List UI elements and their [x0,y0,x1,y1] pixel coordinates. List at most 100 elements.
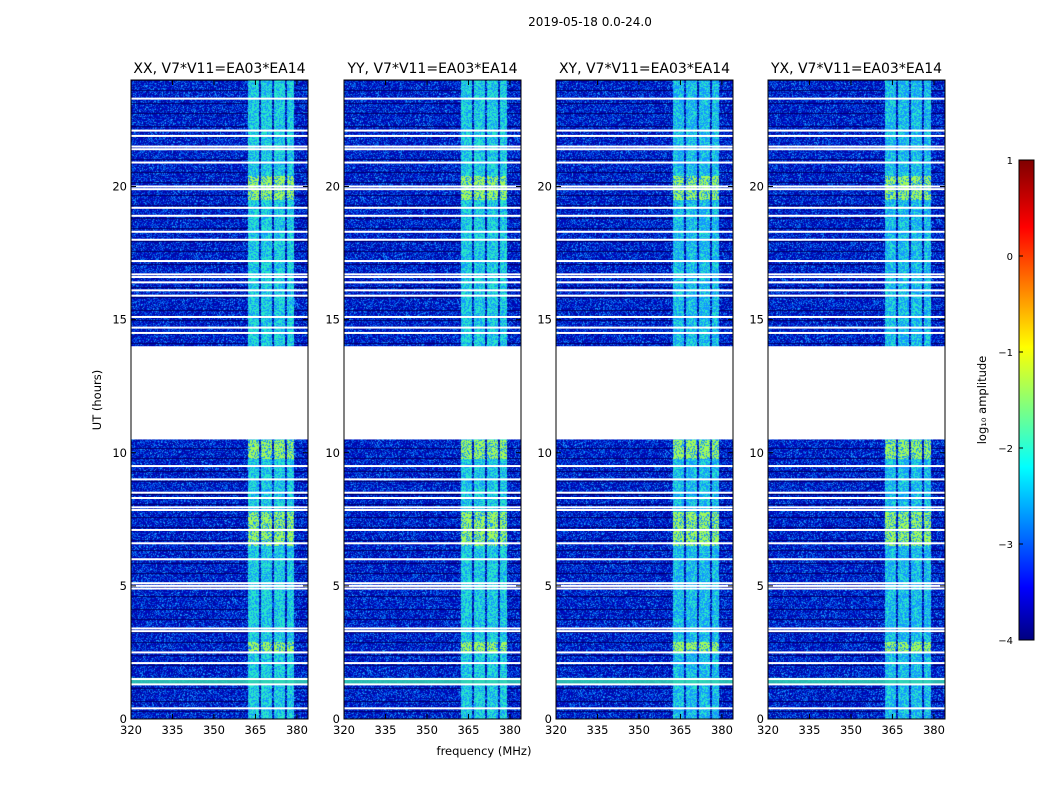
flagged-row [556,478,733,481]
colorbar: −4 −3 −2 −1 0 1 log₁₀ amplitude [975,156,1035,647]
flagged-row [131,651,308,654]
flagged-row [131,587,308,590]
flagged-row [344,542,521,545]
flagged-row [556,145,733,148]
flagged-row [344,214,521,217]
rfi-row [556,677,733,685]
flagged-row [556,542,733,545]
flagged-row [344,491,521,494]
x-tick-label: 335 [587,723,609,737]
flagged-row [344,465,521,468]
flagged-row [344,662,521,665]
colorbar-tick-label: −2 [998,444,1013,455]
y-tick-label: 20 [112,180,127,194]
x-tick-label: 350 [628,723,650,737]
flagged-row [131,185,308,188]
flagged-row [768,276,945,279]
data-gap [556,346,733,440]
flagged-row [768,508,945,511]
flagged-row [344,331,521,334]
flagged-row [556,582,733,585]
panel-title: XY, V7*V11=EA03*EA14 [559,61,730,77]
flagged-row [768,630,945,633]
flagged-row [131,294,308,297]
panel-0: XX, V7*V11=EA03*EA14 320 335 350 365 380 0 5 10 1… [112,61,309,737]
flagged-row [768,145,945,148]
flagged-row [344,188,521,191]
x-tick-label: 380 [286,723,308,737]
flagged-row [131,508,308,511]
x-tick-label: 320 [333,723,355,737]
panel-frame [767,79,946,720]
y-tick-label: 5 [333,579,340,593]
panel-frame [130,79,309,720]
flagged-row [768,558,945,561]
x-tick-label: 365 [669,723,691,737]
colorbar-tick-label: −1 [998,348,1013,359]
flagged-row [131,630,308,633]
flagged-row [131,214,308,217]
x-tick-label: 335 [799,723,821,737]
rfi-row [768,677,945,685]
flagged-row [556,97,733,100]
x-tick-label: 380 [711,723,733,737]
x-tick-label: 335 [375,723,397,737]
flagged-row [556,506,733,509]
flagged-row [344,627,521,630]
flagged-row [344,206,521,209]
flagged-row [131,326,308,329]
flagged-row [344,315,521,318]
flagged-row [556,508,733,511]
flagged-row [556,214,733,217]
y-tick-label: 0 [545,712,552,726]
flagged-row [768,238,945,241]
x-axis-label: frequency (MHz) [437,744,532,758]
flagged-row [556,662,733,665]
flagged-row [556,281,733,284]
flagged-row [344,707,521,710]
flagged-row [768,678,945,681]
y-tick-label: 10 [325,446,340,460]
flagged-row [556,289,733,292]
x-tick-label: 365 [457,723,479,737]
colorbar-tick-label: 0 [1007,252,1013,263]
flagged-row [131,465,308,468]
flagged-row [556,587,733,590]
y-tick-label: 5 [120,579,127,593]
flagged-row [344,478,521,481]
flagged-row [556,651,733,654]
x-tick-label: 320 [120,723,142,737]
flagged-row [131,260,308,263]
flagged-row [556,683,733,686]
flagged-row [131,506,308,509]
flagged-row [556,497,733,500]
data-gap [131,346,308,440]
flagged-row [556,185,733,188]
x-tick-label: 350 [840,723,862,737]
flagged-row [344,630,521,633]
x-tick-label: 365 [881,723,903,737]
flagged-row [768,148,945,151]
flagged-row [131,558,308,561]
flagged-row [131,97,308,100]
flagged-row [344,558,521,561]
panel-title: XX, V7*V11=EA03*EA14 [133,61,305,77]
x-tick-label: 380 [923,723,945,737]
flagged-row [131,662,308,665]
flagged-row [768,542,945,545]
flagged-row [556,584,733,587]
flagged-row [768,206,945,209]
flagged-row [131,148,308,151]
flagged-row [556,678,733,681]
flagged-row [556,528,733,531]
flagged-row [556,315,733,318]
flagged-row [131,289,308,292]
y-tick-label: 15 [325,313,340,327]
rfi-row [344,677,521,685]
flagged-row [768,294,945,297]
x-tick-label: 380 [499,723,521,737]
flagged-row [131,584,308,587]
flagged-row [131,627,308,630]
flagged-row [344,326,521,329]
flagged-row [344,148,521,151]
